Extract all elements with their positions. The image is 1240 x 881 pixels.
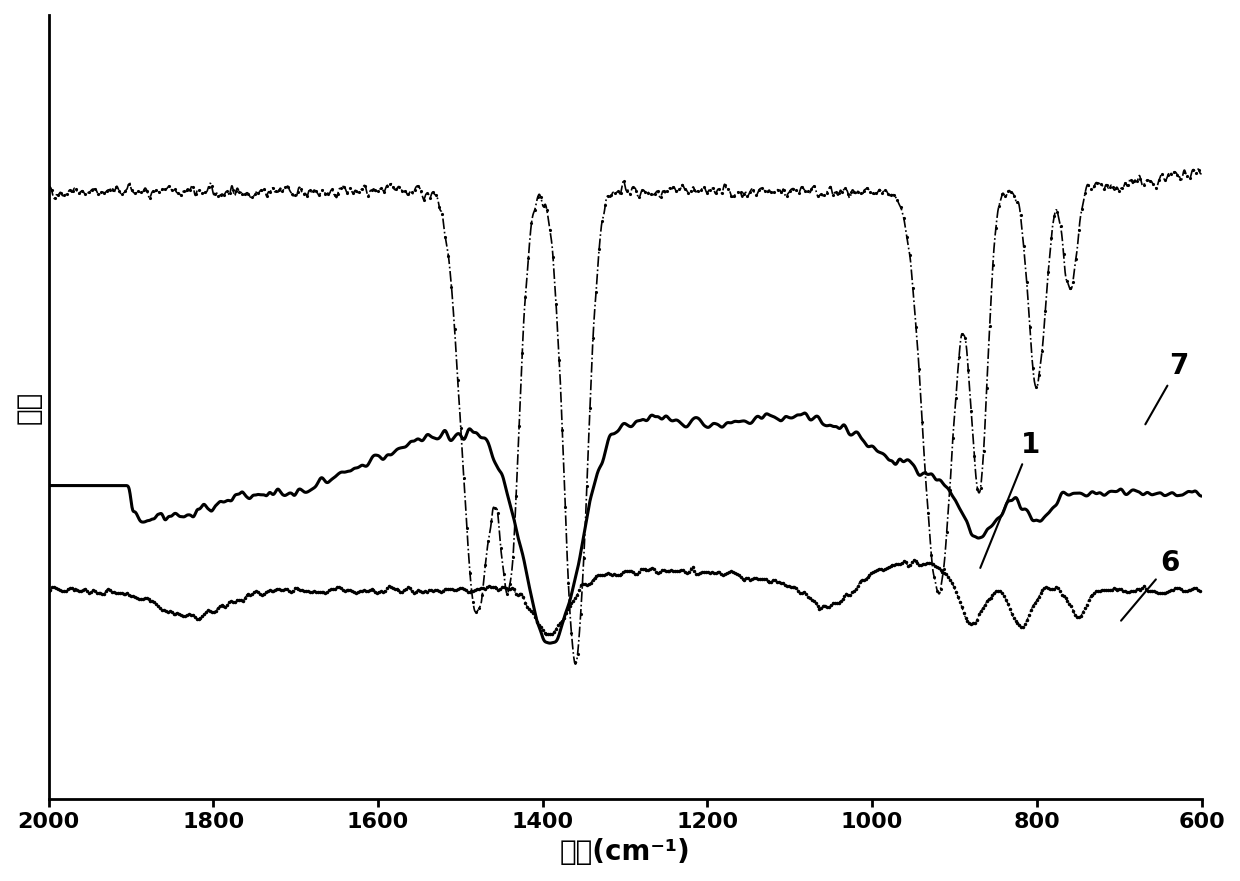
6 [1048,582,1063,593]
1 [1172,172,1187,182]
6 [241,589,255,599]
6 [542,629,557,640]
6 [172,609,187,619]
7 [542,638,557,648]
Line: 7: 7 [48,413,1202,643]
6 [41,586,56,596]
7 [797,408,812,418]
Line: 6: 6 [46,558,1204,637]
6 [906,555,921,566]
1 [568,659,583,670]
1 [1190,164,1205,174]
Y-axis label: 强度: 强度 [15,390,43,424]
7 [41,480,56,491]
7 [533,626,548,637]
6 [484,581,498,592]
1 [1048,207,1063,218]
7 [1172,490,1187,500]
1 [41,181,56,192]
X-axis label: 波数(cm⁻¹): 波数(cm⁻¹) [559,838,691,866]
1 [1194,168,1209,179]
7 [172,511,187,522]
1 [484,522,498,532]
Line: 1: 1 [47,167,1203,666]
6 [533,622,548,633]
6 [1172,583,1187,594]
6 [1194,585,1209,596]
Text: 6: 6 [1121,549,1179,621]
7 [484,445,498,455]
1 [172,189,187,200]
7 [1194,491,1209,501]
Text: 7: 7 [1146,352,1188,425]
Text: 1: 1 [981,431,1039,568]
7 [241,493,255,504]
1 [241,189,255,199]
1 [533,192,548,203]
7 [1048,500,1063,511]
